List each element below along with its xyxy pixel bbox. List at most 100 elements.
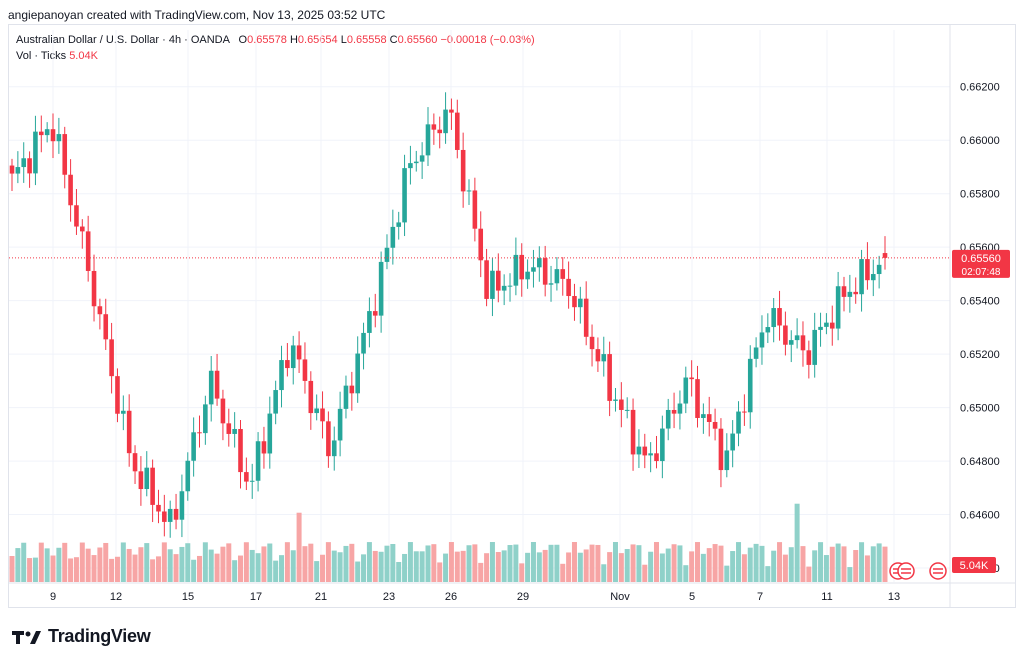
candle-body: [244, 472, 249, 482]
volume-bar: [243, 542, 249, 582]
candle-body: [150, 467, 155, 505]
volume-bar: [484, 553, 490, 582]
volume-bar: [21, 542, 27, 582]
candle-body: [279, 360, 284, 391]
tradingview-logo-icon: [12, 630, 41, 644]
volume-bar: [191, 559, 197, 582]
candle-body: [566, 278, 571, 297]
volume-bar: [536, 552, 542, 582]
volume-bar: [273, 560, 279, 582]
volume-bar: [589, 544, 595, 582]
volume-bar: [249, 549, 255, 582]
volume-bar: [238, 555, 244, 582]
volume-bar: [759, 545, 765, 582]
volume-bar: [806, 566, 812, 582]
x-tick-label: Nov: [610, 591, 630, 603]
candle-body: [765, 327, 771, 333]
volume-bar: [835, 543, 841, 582]
volume-bar: [794, 503, 800, 582]
candle-body: [314, 408, 319, 414]
volume-bar: [378, 551, 384, 582]
legend-open-value: 0.65578: [247, 34, 287, 46]
legend-ohlc: Australian Dollar / U.S. Dollar · 4h · O…: [16, 34, 535, 46]
volume-bar: [823, 555, 829, 582]
candle-body: [285, 360, 290, 369]
candle-body: [701, 414, 706, 418]
legend-high-label: H: [289, 34, 298, 46]
candle-body: [173, 508, 179, 520]
legend-volume-label[interactable]: Vol · Ticks: [16, 50, 67, 62]
candle-body: [226, 423, 232, 434]
volume-bar: [302, 546, 308, 582]
candle-body: [677, 403, 683, 414]
volume-bar: [829, 546, 835, 582]
volume-bar: [267, 543, 273, 582]
x-tick-label: 13: [888, 591, 900, 603]
volume-bar: [214, 553, 220, 582]
candle-body: [501, 285, 507, 291]
volume-bar: [695, 542, 701, 582]
volume-bar: [870, 546, 876, 582]
candle-body: [425, 124, 431, 156]
candle-body: [162, 511, 167, 522]
candle-body: [525, 271, 530, 280]
price-chart[interactable]: 0.662000.660000.658000.656000.654000.652…: [0, 0, 1024, 610]
candle-body: [384, 247, 390, 262]
volume-bar: [208, 549, 214, 582]
volume-bar: [396, 561, 402, 582]
candle-body: [777, 308, 782, 326]
candle-body: [542, 258, 548, 285]
volume-bar: [284, 542, 290, 582]
volume-bar: [730, 551, 736, 582]
candle-body: [865, 259, 870, 281]
legend-symbol[interactable]: Australian Dollar / U.S. Dollar · 4h · O…: [16, 34, 230, 46]
candle-body: [806, 350, 812, 365]
candle-body: [460, 149, 466, 192]
candle-body: [343, 385, 349, 409]
volume-bar: [196, 555, 202, 582]
candle-body: [507, 285, 513, 287]
tradingview-logo[interactable]: TradingView: [12, 626, 151, 647]
candle-body: [753, 347, 759, 359]
last-price-label: 0.65560: [961, 253, 1001, 265]
candle-body: [712, 421, 718, 429]
candle-body: [466, 190, 472, 192]
volume-bar: [120, 542, 126, 582]
candle-body: [27, 158, 32, 174]
y-tick-label: 0.65200: [960, 349, 1000, 361]
candle-body: [595, 349, 601, 362]
volume-bar: [454, 551, 460, 582]
volume-bar: [15, 548, 21, 582]
candle-body: [85, 231, 91, 271]
candle-body: [736, 411, 741, 434]
volume-bar: [185, 543, 191, 582]
candle-body: [589, 336, 595, 350]
candle-body: [812, 329, 817, 365]
candle-body: [578, 298, 583, 308]
candle-body: [56, 134, 62, 142]
candle-body: [624, 409, 630, 411]
candle-body: [718, 428, 724, 471]
candle-body: [167, 508, 173, 522]
candle-body: [870, 274, 876, 281]
volume-bar: [665, 548, 671, 582]
candle-body: [15, 167, 21, 174]
volume-bar: [349, 543, 355, 582]
volume-bar: [79, 542, 85, 582]
volume-bar: [232, 560, 238, 582]
us-flag-event-icon: [897, 562, 915, 580]
candle-body: [771, 308, 776, 328]
volume-bar: [9, 556, 15, 582]
candle-body: [665, 409, 671, 429]
volume-bar: [876, 543, 882, 582]
candle-body: [103, 314, 109, 340]
volume-bar: [542, 549, 548, 582]
candle-body: [62, 134, 68, 175]
candle-body: [613, 399, 618, 401]
candle-body: [706, 414, 712, 422]
candle-body: [273, 390, 278, 414]
volume-bar: [882, 546, 888, 582]
candle-body: [490, 270, 495, 299]
volume-bar: [402, 553, 408, 582]
candle-body: [478, 228, 484, 261]
